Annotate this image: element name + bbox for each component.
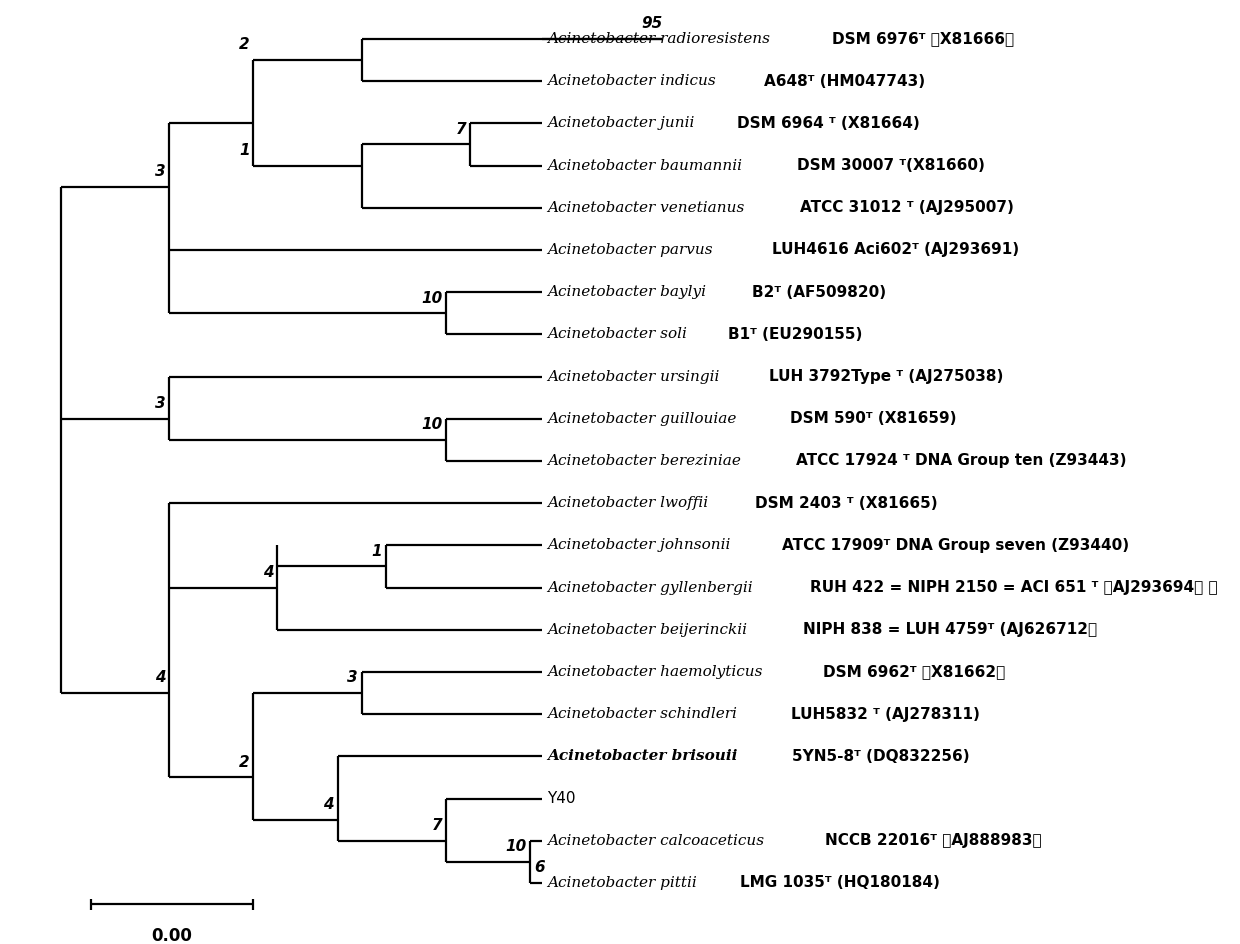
Text: 0.00: 0.00: [151, 927, 192, 944]
Text: Acinetobacter johnsonii: Acinetobacter johnsonii: [547, 538, 735, 552]
Text: Acinetobacter calcoaceticus: Acinetobacter calcoaceticus: [547, 834, 769, 848]
Text: 4: 4: [263, 565, 274, 580]
Text: 3: 3: [155, 164, 165, 179]
Text: Acinetobacter schindleri: Acinetobacter schindleri: [547, 707, 742, 721]
Text: NCCB 22016ᵀ （AJ888983）: NCCB 22016ᵀ （AJ888983）: [825, 834, 1042, 849]
Text: NIPH 838 = LUH 4759ᵀ (AJ626712）: NIPH 838 = LUH 4759ᵀ (AJ626712）: [804, 622, 1097, 637]
Text: LUH5832 ᵀ (AJ278311): LUH5832 ᵀ (AJ278311): [791, 707, 980, 721]
Text: RUH 422 = NIPH 2150 = ACI 651 ᵀ （AJ293694） ）: RUH 422 = NIPH 2150 = ACI 651 ᵀ （AJ29369…: [810, 580, 1218, 595]
Text: Acinetobacter baumannii: Acinetobacter baumannii: [547, 159, 746, 173]
Text: A648ᵀ (HM047743): A648ᵀ (HM047743): [764, 74, 925, 89]
Text: Acinetobacter soli: Acinetobacter soli: [547, 328, 692, 342]
Text: Acinetobacter baylyi: Acinetobacter baylyi: [547, 285, 711, 299]
Text: 3: 3: [347, 670, 358, 685]
Text: Acinetobacter parvus: Acinetobacter parvus: [547, 243, 727, 257]
Text: 10: 10: [505, 839, 526, 854]
Text: ATCC 31012 ᵀ (AJ295007): ATCC 31012 ᵀ (AJ295007): [800, 200, 1014, 215]
Text: Acinetobacter beijerinckii: Acinetobacter beijerinckii: [547, 623, 751, 637]
Text: B2ᵀ (AF509820): B2ᵀ (AF509820): [751, 285, 887, 299]
Text: 10: 10: [420, 291, 443, 306]
Text: 2: 2: [239, 755, 249, 770]
Text: Acinetobacter pittii: Acinetobacter pittii: [547, 876, 702, 890]
Text: 1: 1: [239, 143, 249, 158]
Text: Acinetobacter brisouii: Acinetobacter brisouii: [547, 750, 743, 764]
Text: LUH 3792Type ᵀ (AJ275038): LUH 3792Type ᵀ (AJ275038): [769, 369, 1003, 384]
Text: ATCC 17909ᵀ DNA Group seven (Z93440): ATCC 17909ᵀ DNA Group seven (Z93440): [782, 538, 1130, 553]
Text: 95: 95: [641, 16, 662, 31]
Text: 5YN5-8ᵀ (DQ832256): 5YN5-8ᵀ (DQ832256): [791, 749, 970, 764]
Text: 7: 7: [432, 818, 443, 834]
Text: LMG 1035ᵀ (HQ180184): LMG 1035ᵀ (HQ180184): [740, 875, 940, 890]
Text: Acinetobacter ursingii: Acinetobacter ursingii: [547, 369, 724, 383]
Text: 3: 3: [155, 396, 165, 412]
Text: B1ᵀ (EU290155): B1ᵀ (EU290155): [728, 327, 862, 342]
Text: DSM 6976ᵀ （X81666）: DSM 6976ᵀ （X81666）: [832, 31, 1014, 46]
Text: Acinetobacter junii: Acinetobacter junii: [547, 116, 699, 130]
Text: Acinetobacter gyllenbergii: Acinetobacter gyllenbergii: [547, 581, 758, 595]
Text: 4: 4: [324, 797, 334, 812]
Text: Acinetobacter venetianus: Acinetobacter venetianus: [547, 201, 749, 215]
Text: 1: 1: [372, 544, 382, 559]
Text: DSM 6964 ᵀ (X81664): DSM 6964 ᵀ (X81664): [738, 116, 920, 131]
Text: 7: 7: [455, 122, 466, 137]
Text: Acinetobacter haemolyticus: Acinetobacter haemolyticus: [547, 665, 768, 679]
Text: DSM 590ᵀ (X81659): DSM 590ᵀ (X81659): [790, 412, 956, 427]
Text: Acinetobacter guillouiae: Acinetobacter guillouiae: [547, 412, 742, 426]
Text: Acinetobacter bereziniae: Acinetobacter bereziniae: [547, 454, 745, 468]
Text: Acinetobacter lwoffii: Acinetobacter lwoffii: [547, 497, 713, 510]
Text: 4: 4: [155, 670, 165, 685]
Text: 2: 2: [239, 38, 249, 53]
Text: 6: 6: [533, 860, 544, 875]
Text: 10: 10: [420, 417, 443, 432]
Text: Acinetobacter indicus: Acinetobacter indicus: [547, 75, 720, 88]
Text: DSM 2403 ᵀ (X81665): DSM 2403 ᵀ (X81665): [755, 496, 937, 511]
Text: LUH4616 Aci602ᵀ (AJ293691): LUH4616 Aci602ᵀ (AJ293691): [773, 243, 1019, 258]
Text: ATCC 17924 ᵀ DNA Group ten (Z93443): ATCC 17924 ᵀ DNA Group ten (Z93443): [796, 453, 1126, 468]
Text: Y40: Y40: [547, 791, 575, 806]
Text: DSM 30007 ᵀ(X81660): DSM 30007 ᵀ(X81660): [797, 158, 985, 173]
Text: Acinetobacter radioresistens: Acinetobacter radioresistens: [547, 32, 775, 46]
Text: DSM 6962ᵀ （X81662）: DSM 6962ᵀ （X81662）: [822, 665, 1004, 680]
